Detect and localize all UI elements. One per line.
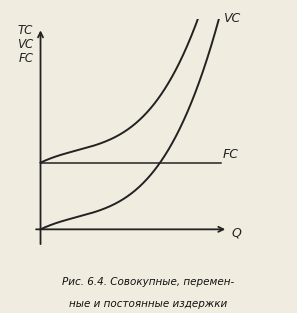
- Text: FC: FC: [18, 52, 33, 65]
- Text: VC: VC: [223, 12, 240, 25]
- Text: TC: TC: [18, 24, 33, 37]
- Text: VC: VC: [17, 38, 33, 51]
- Text: Q: Q: [232, 226, 241, 239]
- Text: Рис. 6.4. Совокупные, перемен-: Рис. 6.4. Совокупные, перемен-: [62, 277, 235, 287]
- Text: ные и постоянные издержки: ные и постоянные издержки: [69, 299, 228, 309]
- Text: FC: FC: [223, 148, 239, 161]
